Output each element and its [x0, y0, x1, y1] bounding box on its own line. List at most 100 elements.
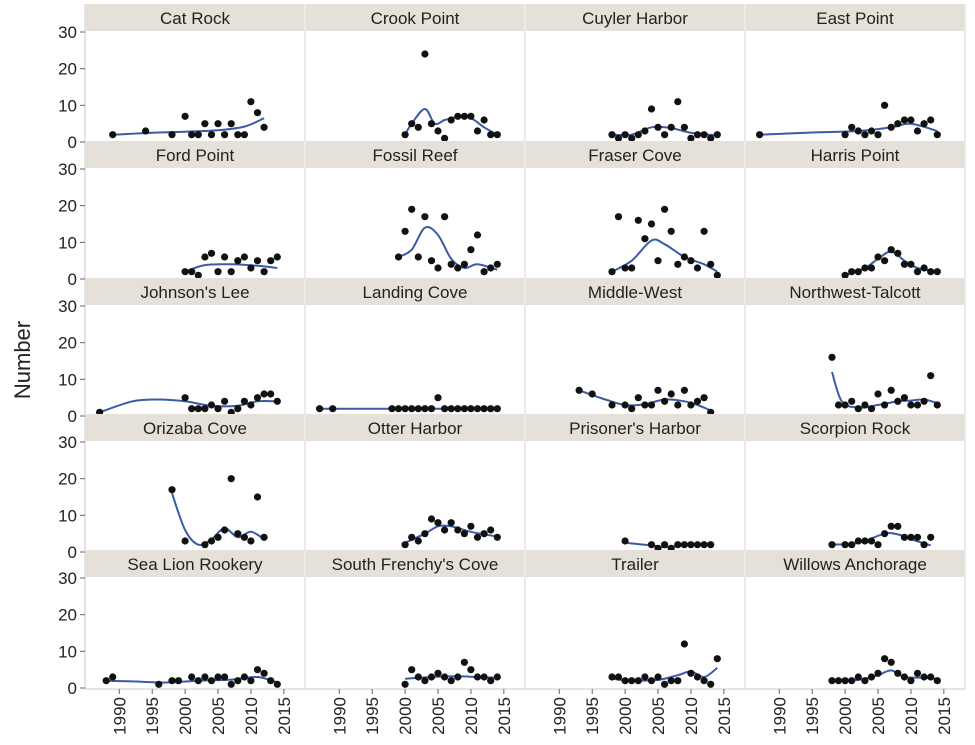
data-point: [667, 123, 675, 131]
data-point: [907, 116, 915, 124]
panel-middle-west: Middle-West: [526, 278, 744, 416]
facet-strip: [526, 278, 744, 305]
data-point: [647, 677, 656, 685]
data-point: [933, 677, 941, 685]
panel-fraser-cove: Fraser Cove: [526, 141, 744, 279]
data-point: [460, 530, 468, 538]
data-point: [207, 677, 216, 685]
data-point: [493, 405, 501, 413]
data-point: [408, 405, 416, 413]
data-point: [102, 677, 110, 685]
data-point: [887, 386, 895, 394]
data-point: [647, 401, 656, 409]
data-point: [874, 541, 882, 549]
y-tick-label: 20: [58, 334, 77, 353]
data-point: [667, 227, 675, 235]
data-point: [447, 677, 455, 685]
facet-title: East Point: [816, 9, 894, 28]
data-point: [188, 131, 196, 139]
data-point: [214, 405, 222, 413]
data-point: [920, 541, 928, 549]
data-point: [900, 673, 909, 681]
data-point: [621, 401, 629, 409]
data-point: [401, 680, 409, 688]
data-point: [480, 405, 488, 413]
data-point: [155, 680, 163, 688]
data-point: [188, 673, 196, 681]
data-point: [240, 131, 248, 139]
data-point: [707, 680, 715, 688]
data-point: [907, 260, 915, 268]
x-tick-label: 2010: [242, 697, 261, 735]
data-point: [214, 533, 222, 541]
facet-strip: [746, 4, 964, 31]
data-point: [316, 405, 324, 413]
data-point: [234, 131, 242, 139]
data-point: [408, 533, 416, 541]
data-point: [920, 120, 928, 128]
data-point: [900, 394, 909, 402]
data-point: [887, 522, 895, 530]
data-point: [421, 50, 429, 58]
data-point: [188, 268, 196, 276]
data-point: [614, 673, 623, 681]
facet-title: Fossil Reef: [372, 146, 457, 165]
data-point: [874, 390, 882, 398]
data-point: [408, 666, 416, 674]
data-point: [907, 533, 915, 541]
facet-strip: [306, 414, 524, 441]
facet-title: Otter Harbor: [368, 419, 463, 438]
data-point: [933, 131, 941, 139]
data-point: [434, 519, 442, 527]
data-point: [867, 264, 876, 272]
data-point: [628, 677, 636, 685]
panel-northwest-talcott: Northwest-Talcott: [746, 278, 964, 413]
data-point: [434, 264, 442, 272]
y-tick-label: 30: [58, 23, 77, 42]
data-point: [707, 134, 715, 142]
data-point: [194, 677, 202, 685]
data-point: [467, 522, 475, 530]
data-point: [661, 680, 669, 688]
data-point: [641, 127, 649, 135]
panel-south-frenchy-s-cove: South Frenchy's Cove: [306, 550, 524, 688]
trend-line: [611, 238, 718, 273]
data-point: [887, 123, 895, 131]
data-point: [493, 673, 501, 681]
data-point: [881, 530, 889, 538]
data-point: [441, 405, 449, 413]
data-point: [920, 397, 928, 405]
data-point: [247, 98, 255, 106]
data-point: [260, 123, 268, 131]
data-point: [621, 131, 629, 139]
data-point: [927, 116, 935, 124]
facet-strip: [746, 141, 964, 168]
trend-line: [99, 398, 278, 414]
data-point: [188, 405, 196, 413]
data-point: [194, 405, 202, 413]
data-point: [473, 405, 482, 413]
data-point: [253, 493, 262, 501]
data-point: [848, 677, 856, 685]
facet-strip: [86, 141, 304, 168]
x-tick-label: 2005: [209, 697, 228, 735]
x-tick-label: 2005: [429, 697, 448, 735]
data-point: [207, 401, 216, 409]
data-point: [408, 205, 416, 213]
panel-otter-harbor: Otter Harbor: [306, 414, 524, 549]
data-point: [713, 271, 721, 279]
data-point: [253, 109, 262, 117]
data-point: [628, 134, 636, 142]
data-point: [654, 386, 662, 394]
x-tick-label: 2000: [836, 697, 855, 735]
panel-fossil-reef: Fossil Reef: [306, 141, 524, 276]
facet-strip: [746, 278, 964, 305]
data-point: [214, 268, 222, 276]
data-point: [894, 249, 902, 257]
data-point: [867, 673, 876, 681]
data-point: [700, 677, 708, 685]
data-point: [907, 677, 915, 685]
data-point: [447, 519, 455, 527]
data-point: [487, 405, 495, 413]
data-point: [881, 257, 889, 265]
